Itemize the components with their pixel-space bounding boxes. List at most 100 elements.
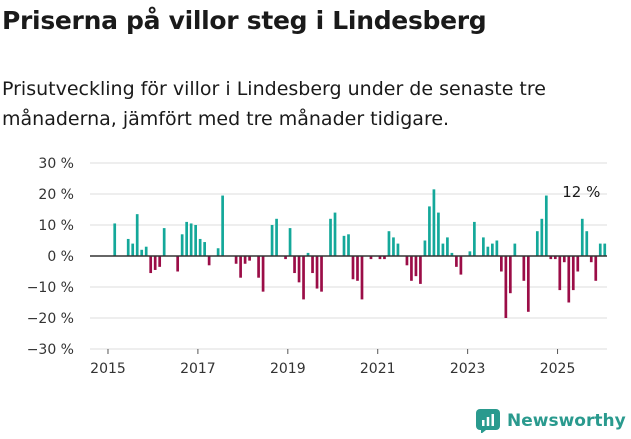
x-tick-label: 2015 [90, 361, 126, 377]
bar-positive [387, 231, 391, 256]
bar-negative [369, 256, 373, 260]
bar-positive [306, 252, 310, 256]
bar-positive [491, 243, 494, 256]
bar-positive [144, 246, 148, 256]
bar-negative [158, 256, 162, 267]
bar-positive [270, 225, 274, 256]
bar-positive [585, 231, 589, 256]
brand-name: Newsworthy [507, 411, 626, 431]
brand-logo-block: Newsworthy [476, 409, 626, 433]
bar-positive [486, 246, 490, 256]
bar-positive [423, 240, 427, 256]
bar-negative [153, 256, 157, 270]
bar-positive [275, 218, 278, 256]
bar-positive [544, 195, 548, 256]
bar-negative [508, 256, 512, 294]
bar-negative [360, 256, 364, 300]
bar-negative [293, 256, 296, 274]
bar-positive [513, 243, 517, 256]
bar-negative [567, 256, 571, 303]
bar-negative [356, 256, 359, 281]
bar-positive [482, 237, 485, 256]
bar-positive [347, 234, 350, 256]
bar-negative [320, 256, 323, 292]
bar-positive [180, 234, 184, 256]
bar-negative [522, 256, 526, 281]
bar-positive [603, 243, 607, 256]
bar-negative [576, 256, 580, 272]
bar-positive [131, 243, 135, 256]
chart-subtitle: Prisutveckling för villor i Lindesberg u… [2, 78, 546, 130]
bar-positive [450, 252, 454, 256]
bar-negative [383, 256, 386, 260]
bar-negative [594, 256, 598, 281]
y-tick-label: −20 % [27, 311, 74, 327]
axes: 30 % 20 % 10 % 0 % −10 % −20 % −30 % 2015 2017 20… [27, 156, 607, 377]
x-tick-label: 2023 [450, 361, 486, 377]
bar-positive [580, 218, 584, 256]
bar-negative [410, 256, 413, 281]
bar-negative [419, 256, 422, 284]
bar-negative [558, 256, 562, 291]
bar-negative [351, 256, 355, 280]
bar-positive [441, 243, 445, 256]
bar-positive [189, 223, 193, 256]
bar-positive [535, 231, 539, 256]
bar-negative [455, 256, 458, 267]
bar-positive [185, 221, 189, 256]
bar-positive [432, 189, 436, 256]
bar-positive [473, 221, 476, 256]
bar-positive [221, 195, 224, 256]
bar-negative [248, 256, 251, 261]
y-tick-label: 30 % [38, 156, 74, 172]
bar-negative [239, 256, 242, 278]
bar-negative [500, 256, 503, 272]
gridlines [90, 162, 607, 350]
bar-negative [414, 256, 418, 277]
bar-positive [392, 237, 395, 256]
bar-positive [288, 228, 292, 256]
x-tick-label: 2019 [270, 361, 306, 377]
bar-negative [526, 256, 530, 312]
x-tick-label: 2021 [360, 361, 396, 377]
bar-negative [571, 256, 575, 291]
bar-positive [428, 206, 431, 256]
y-tick-label: 20 % [38, 187, 74, 203]
bar-positive [468, 251, 472, 256]
bar-positive [329, 218, 332, 256]
bar-negative [504, 256, 508, 318]
bar-negative [549, 256, 553, 260]
y-tick-label: −30 % [27, 342, 74, 358]
bar-negative [261, 256, 265, 292]
newsworthy-logo-icon [476, 409, 500, 433]
bar-negative [311, 256, 314, 274]
bar-negative [315, 256, 319, 289]
bar-negative [405, 256, 409, 266]
bar-positive [194, 225, 197, 256]
bar-positive [495, 240, 499, 256]
bar-positive [198, 238, 202, 256]
bar-negative [302, 256, 305, 300]
bar-negative [284, 256, 287, 260]
bar-positive [598, 243, 602, 256]
bar-positive [140, 249, 144, 256]
bar-negative [176, 256, 180, 272]
bar-positive [216, 248, 220, 256]
y-tick-label: 0 % [47, 249, 74, 265]
bar-positive [437, 212, 440, 256]
bar-negative [459, 256, 463, 275]
bar-positive [126, 238, 130, 256]
latest-value-label: 12 % [562, 183, 600, 201]
bar-negative [207, 256, 211, 266]
bar-negative [378, 256, 382, 260]
bar-negative [257, 256, 260, 278]
bar-negative [562, 256, 566, 263]
chart-title: Priserna på villor steg i Lindesberg [2, 6, 487, 35]
bar-positive [135, 214, 139, 256]
bar-negative [149, 256, 153, 274]
bar-positive [396, 243, 400, 256]
y-tick-label: −10 % [27, 280, 74, 296]
bar-positive [203, 242, 206, 256]
bar-positive [333, 212, 337, 256]
